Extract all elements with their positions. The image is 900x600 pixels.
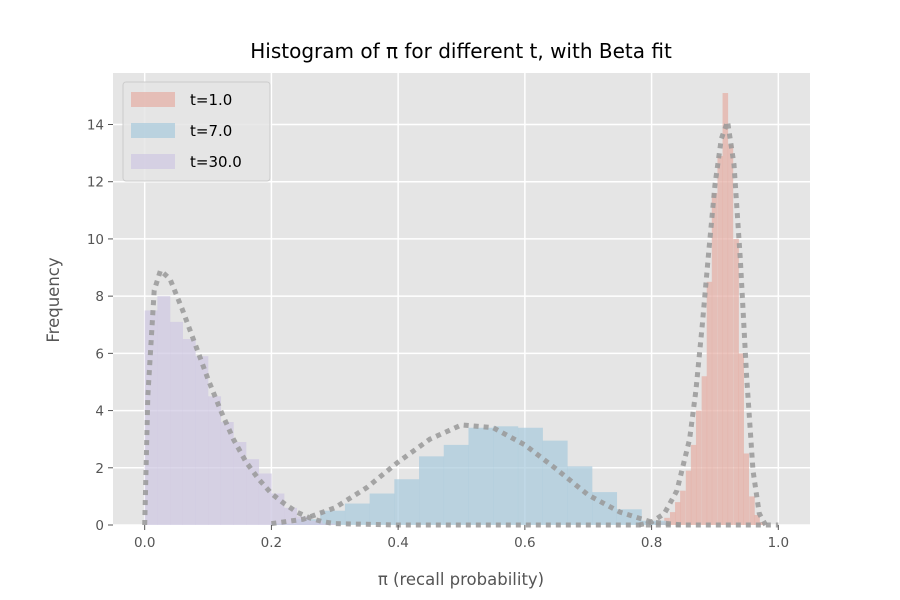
histogram-bar bbox=[157, 296, 171, 525]
histogram-bar bbox=[754, 514, 760, 525]
y-tick-label: 4 bbox=[95, 404, 104, 420]
histogram-bar bbox=[208, 396, 222, 525]
histogram-bar bbox=[669, 512, 676, 525]
histogram-bar bbox=[701, 376, 708, 525]
histogram-bar bbox=[727, 144, 734, 525]
histogram-bar bbox=[690, 444, 697, 525]
histogram-bar bbox=[680, 490, 686, 525]
histogram-bar bbox=[309, 520, 323, 525]
histogram-bar bbox=[394, 479, 420, 525]
x-tick-label: 0.6 bbox=[514, 535, 535, 551]
histogram-bar bbox=[717, 155, 724, 525]
histogram-bar bbox=[493, 426, 519, 525]
y-tick-label: 0 bbox=[95, 518, 104, 534]
histogram-bar bbox=[233, 442, 247, 525]
legend: t=1.0 t=7.0 t=30.0 bbox=[122, 81, 271, 182]
legend-label: t=1.0 bbox=[190, 91, 232, 109]
legend-label: t=30.0 bbox=[190, 153, 242, 171]
legend-swatch bbox=[131, 123, 175, 138]
histogram-bar bbox=[443, 444, 469, 525]
beta-fit-curve bbox=[271, 422, 684, 528]
histogram-bar bbox=[675, 502, 681, 525]
x-tick-label: 0.0 bbox=[134, 535, 155, 551]
histogram-bar bbox=[567, 466, 593, 525]
histogram-bar bbox=[542, 440, 568, 525]
y-tick-label: 10 bbox=[87, 232, 104, 248]
legend-swatch bbox=[131, 92, 175, 107]
histogram-bar bbox=[369, 493, 395, 525]
histogram-bar bbox=[743, 453, 750, 525]
histogram-bar bbox=[706, 281, 713, 525]
y-tick-label: 12 bbox=[87, 175, 104, 191]
histogram-bar bbox=[195, 356, 209, 525]
histogram-bar bbox=[738, 353, 744, 525]
x-tick-label: 0.2 bbox=[261, 535, 282, 551]
chart-title: Histogram of π for different t, with Bet… bbox=[250, 39, 672, 63]
y-axis-label: Frequency bbox=[44, 257, 63, 342]
histogram-bar bbox=[711, 193, 718, 525]
histogram-bar bbox=[258, 473, 272, 525]
x-axis-label: π (recall probability) bbox=[378, 570, 544, 589]
y-tick-label: 14 bbox=[87, 117, 104, 133]
legend-swatch bbox=[131, 154, 175, 169]
histogram-bar bbox=[695, 410, 702, 525]
histogram-bar bbox=[344, 503, 370, 525]
x-tick-label: 0.4 bbox=[387, 535, 408, 551]
histogram-bar bbox=[468, 427, 494, 525]
y-tick-label: 8 bbox=[95, 289, 104, 305]
histogram-bar bbox=[170, 321, 183, 525]
legend-label: t=7.0 bbox=[190, 122, 232, 140]
beta-fit-lines bbox=[142, 120, 779, 528]
histogram-bar bbox=[685, 470, 692, 525]
beta-fit-curve bbox=[142, 265, 779, 528]
histogram-bar bbox=[733, 238, 739, 525]
series-bars-1 bbox=[270, 426, 667, 525]
histogram-bar bbox=[182, 339, 196, 525]
beta-fit-curve bbox=[638, 120, 768, 528]
histogram-bar bbox=[749, 496, 755, 525]
x-tick-label: 1.0 bbox=[768, 535, 789, 551]
y-tick-label: 6 bbox=[95, 346, 104, 362]
histogram-bar bbox=[722, 93, 729, 525]
axis-ticks: 0.0 0.2 0.4 0.6 0.8 1.0 0 2 4 6 8 10 12 14 bbox=[87, 117, 789, 551]
x-tick-label: 0.8 bbox=[641, 535, 662, 551]
histogram-bar bbox=[220, 422, 234, 525]
histogram-bar bbox=[419, 456, 445, 525]
histogram-bar bbox=[246, 459, 260, 525]
y-tick-label: 2 bbox=[95, 461, 104, 477]
